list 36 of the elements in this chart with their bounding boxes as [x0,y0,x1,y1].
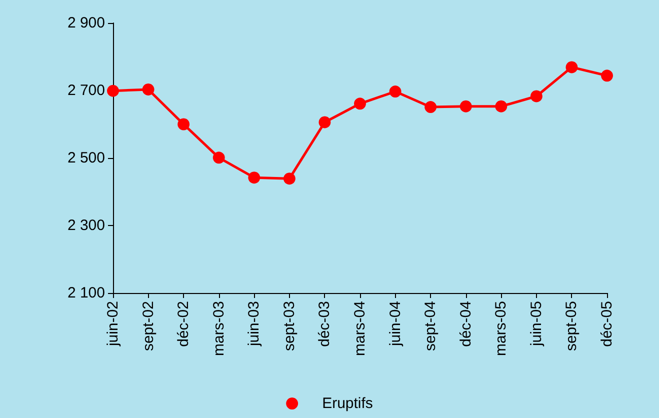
point [389,86,402,98]
y-tick-label: 2 500 [67,150,105,166]
x-tick-label: juin-05 [528,301,545,348]
point [495,100,508,112]
x-tick-label: déc-04 [457,301,474,347]
point [283,172,296,185]
x-tick-label: déc-05 [598,301,616,347]
x-tick-label: mars-04 [352,301,368,356]
x-tick-label: sept-05 [563,301,580,352]
x-tick-label: sept-04 [422,301,440,352]
point [566,61,578,74]
point [178,118,190,130]
point [424,101,437,114]
point [601,70,613,82]
x-tick-label: juin-03 [246,301,263,348]
x-tick-label: sept-02 [140,301,157,352]
point [354,98,366,110]
y-tick-label: 2 700 [67,82,105,99]
y-tick-label: 2 100 [67,284,105,302]
point [142,83,154,96]
point [212,152,225,164]
x-tick-label: juin-04 [386,301,404,348]
x-tick-label: déc-03 [316,301,334,347]
point [107,84,119,97]
point [530,90,542,102]
point [318,116,331,128]
x-tick-label: déc-02 [175,301,192,347]
x-tick-label: mars-05 [492,301,510,356]
x-tick-label: sept-03 [280,301,298,352]
y-tick-label: 2 300 [67,217,105,234]
x-tick-label: juin-02 [104,301,122,348]
y-tick-label: 2 900 [67,14,105,32]
point [248,172,260,184]
legend-label: Eruptifs [322,395,373,412]
x-tick-label: mars-03 [210,301,228,356]
point [460,100,472,112]
